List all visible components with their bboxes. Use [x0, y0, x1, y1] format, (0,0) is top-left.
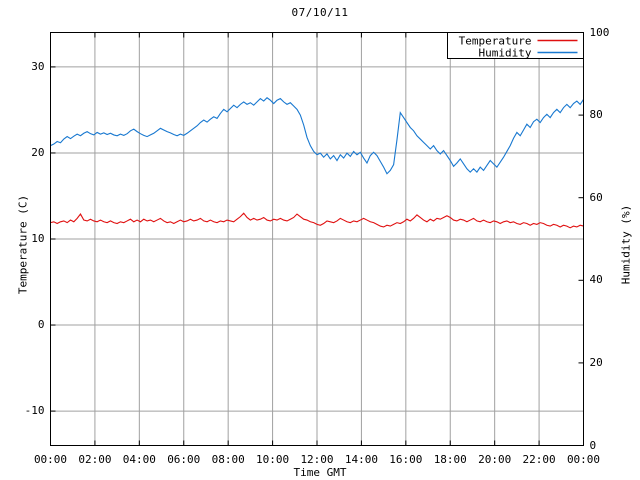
plot-frame: [50, 32, 584, 446]
y-tick-label-right: 20: [589, 355, 603, 369]
y-tick-label-left: 10: [31, 232, 45, 245]
y-tick-label-left: 0: [37, 318, 45, 332]
x-tick-label: 08:00: [211, 452, 245, 466]
x-tick-label: 20:00: [478, 452, 512, 466]
series-line-humidity: [50, 97, 584, 175]
y-tick-label-right: 40: [589, 273, 603, 287]
x-tick-label: 18:00: [433, 452, 467, 466]
y-tick-label-right: 0: [589, 438, 597, 452]
series-lines: [50, 97, 584, 229]
x-tick-label: 00:00: [33, 452, 68, 466]
y-tick-label-right: 100: [589, 25, 610, 39]
y-tick-label-left: 30: [31, 59, 45, 73]
legend-box: [447, 32, 584, 59]
legend-label-humidity: Humidity: [479, 47, 532, 60]
x-tick-label: 06:00: [167, 452, 201, 466]
x-tick-label: 00:00: [566, 452, 601, 466]
chart-title: 07/10/11: [291, 6, 349, 19]
x-tick-label: 10:00: [256, 452, 290, 466]
x-tick-label: 02:00: [78, 452, 112, 466]
y-tick-label-left: -10: [24, 404, 45, 418]
x-tick-label: 04:00: [122, 452, 156, 466]
legend-label-temperature: Temperature: [459, 35, 532, 48]
y-tick-label-right: 60: [589, 190, 603, 204]
y-tick-label-left: 20: [31, 145, 45, 159]
grid-lines: [50, 32, 584, 446]
x-tick-label: 22:00: [522, 452, 556, 466]
x-axis-label: Time GMT: [293, 466, 347, 479]
series-line-temperature: [50, 212, 584, 229]
x-tick-label: 12:00: [300, 452, 334, 466]
x-tick-label: 14:00: [344, 452, 378, 466]
y-tick-label-right: 80: [589, 108, 603, 122]
x-tick-label: 16:00: [389, 452, 423, 466]
